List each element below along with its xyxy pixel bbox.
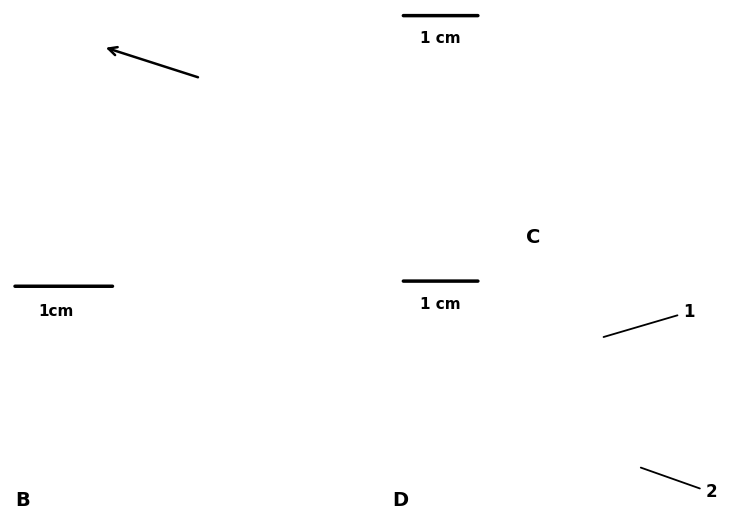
Text: C: C	[526, 228, 541, 247]
Bar	[199, 86, 274, 151]
Text: 1 cm: 1 cm	[420, 297, 461, 311]
Text: B: B	[15, 491, 30, 510]
Text: 2: 2	[640, 468, 717, 501]
Text: 1 cm: 1 cm	[420, 31, 461, 46]
Text: A: A	[15, 228, 30, 247]
Text: 1: 1	[604, 303, 694, 337]
Text: 1cm: 1cm	[38, 304, 74, 319]
Text: D: D	[392, 491, 408, 510]
